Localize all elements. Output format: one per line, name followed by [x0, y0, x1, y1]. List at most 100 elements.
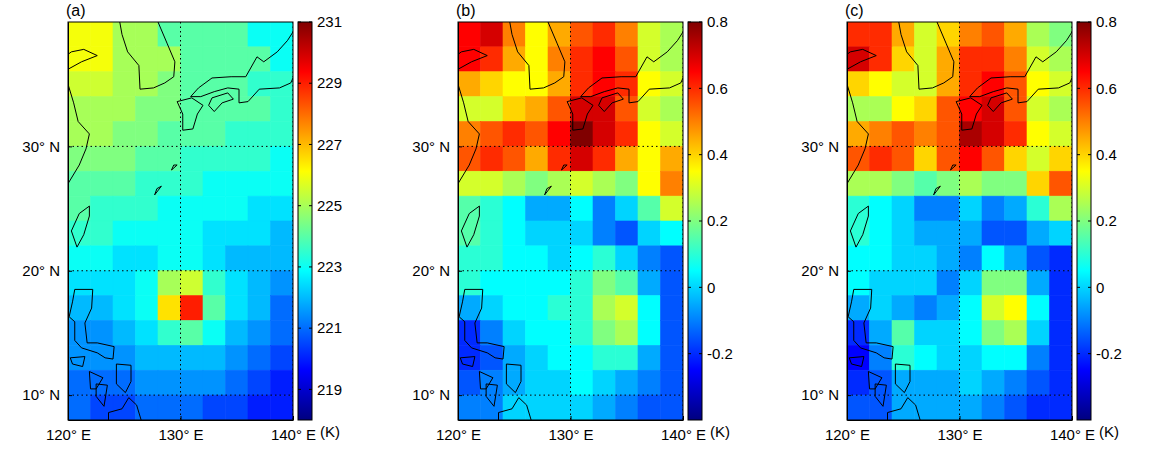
heat-cell	[915, 146, 938, 171]
heat-cell	[68, 22, 91, 47]
tick-label: 10° N	[412, 386, 450, 403]
heat-cell	[91, 246, 114, 271]
heat-cell	[91, 122, 114, 147]
heat-cell	[481, 296, 504, 321]
coastline	[461, 206, 479, 247]
grid-line	[847, 146, 1072, 147]
heat-cell	[181, 271, 204, 296]
tick: 20° N	[801, 262, 851, 279]
colorbar-tick	[298, 22, 301, 23]
heat-cell	[937, 370, 960, 395]
heat-cell	[203, 296, 226, 321]
tick-mark	[571, 416, 572, 420]
heat-cell	[915, 271, 938, 296]
heat-cell	[481, 72, 504, 97]
heat-cell	[1005, 22, 1028, 47]
colorbar-label: 0	[707, 279, 715, 296]
colorbar: 219221223225227229231(K)	[298, 13, 342, 440]
coastline	[68, 84, 89, 184]
colorbar-tick	[1088, 154, 1091, 155]
heat-cell	[68, 345, 91, 370]
heat-cell	[503, 47, 526, 72]
heat-cell	[661, 345, 684, 370]
heat-cell	[458, 97, 481, 122]
heat-cell	[91, 146, 114, 171]
heat-cell	[892, 22, 915, 47]
heat-cell	[937, 345, 960, 370]
grid-line	[458, 395, 683, 396]
coastline	[899, 22, 954, 89]
heat-cell	[1027, 97, 1050, 122]
colorbar-label: -0.2	[707, 345, 733, 362]
heat-cell	[892, 122, 915, 147]
heat-cell	[960, 196, 983, 221]
heat-cell	[616, 221, 639, 246]
heat-cell	[1005, 395, 1028, 420]
heat-cell	[271, 196, 294, 221]
tick: 20° N	[412, 262, 462, 279]
x-axis: 120° E130° E140° E	[436, 416, 706, 443]
heat-cell	[248, 196, 271, 221]
heat-cell	[937, 246, 960, 271]
heat-cell	[870, 122, 893, 147]
heat-cell	[1005, 246, 1028, 271]
heat-cell	[593, 221, 616, 246]
heat-cell	[593, 321, 616, 346]
heat-cell	[271, 22, 294, 47]
heat-cell	[548, 395, 571, 420]
axis-line	[459, 420, 684, 421]
heat-cell	[203, 196, 226, 221]
y-axis: 10° N20° N30° N	[412, 23, 462, 421]
heat-cell	[481, 221, 504, 246]
heat-cell	[158, 370, 181, 395]
heat-cell	[1050, 22, 1073, 47]
heat-cell	[982, 196, 1005, 221]
heat-cell	[915, 22, 938, 47]
coastline	[486, 384, 497, 406]
heat-cell	[616, 196, 639, 221]
heat-cell	[1005, 221, 1028, 246]
tick: 30° N	[801, 138, 851, 155]
y-axis: 10° N20° N30° N	[22, 23, 72, 421]
heat-cell	[526, 395, 549, 420]
heat-cell	[1005, 296, 1028, 321]
heat-cell	[960, 146, 983, 171]
heat-cell	[1027, 296, 1050, 321]
heat-cell	[870, 196, 893, 221]
y-axis: 10° N20° N30° N	[801, 23, 851, 421]
heat-cell	[915, 122, 938, 147]
heat-cell	[937, 146, 960, 171]
heat-cell	[1027, 22, 1050, 47]
heat-cell	[571, 72, 594, 97]
colorbar-label: 225	[317, 197, 342, 214]
tick-mark	[68, 395, 72, 396]
panel: 120° E130° E140° E10° N20° N30° N(c)-0.2…	[801, 2, 1122, 443]
heat-cell	[661, 47, 684, 72]
heat-cell	[68, 271, 91, 296]
heat-cell	[181, 196, 204, 221]
heat-cell	[616, 246, 639, 271]
tick-label: 120° E	[46, 426, 91, 443]
axis-line	[847, 23, 848, 421]
heat-cell	[1027, 146, 1050, 171]
heat-cell	[113, 395, 136, 420]
colorbar-tick	[1077, 287, 1080, 288]
heat-cell	[1050, 345, 1073, 370]
heat-cell	[960, 47, 983, 72]
heat-cell	[181, 321, 204, 346]
coastline	[191, 32, 293, 97]
heat-cell	[481, 146, 504, 171]
heat-cell	[638, 97, 661, 122]
coastline	[499, 398, 532, 420]
heat-cell	[158, 345, 181, 370]
heat-cell	[937, 395, 960, 420]
heat-cell	[248, 271, 271, 296]
heat-cell	[526, 122, 549, 147]
heat-cell	[458, 370, 481, 395]
heat-cell	[847, 22, 870, 47]
coastline	[956, 98, 982, 130]
heat-cell	[1050, 196, 1073, 221]
heat-cell	[248, 22, 271, 47]
heat-cell	[503, 72, 526, 97]
coastline	[120, 22, 175, 89]
